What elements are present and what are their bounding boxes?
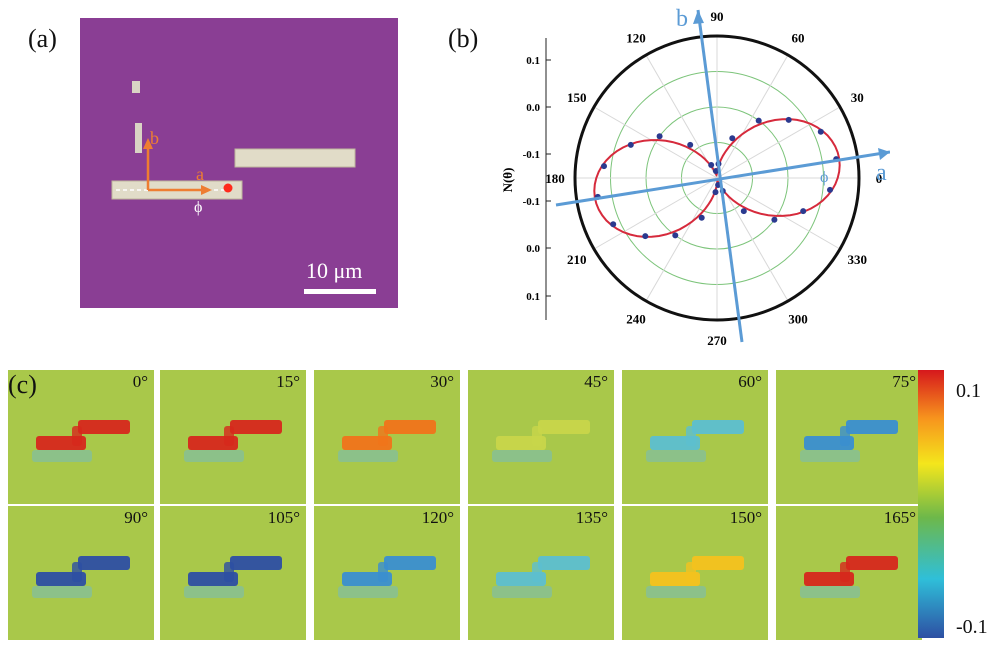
map-angle-label: 90°: [124, 508, 148, 527]
a-axis-line: [555, 150, 890, 207]
data-point: [610, 221, 617, 228]
map-angle-label: 75°: [892, 372, 916, 391]
data-point: [672, 232, 679, 239]
radial-tick-label: 0.1: [526, 55, 540, 67]
data-point: [712, 168, 719, 174]
angle-tick-label: 210: [567, 252, 587, 267]
pl-map-tile: 150°: [622, 506, 768, 640]
optical-micrograph: b a ϕ 10 μm: [80, 18, 398, 308]
pl-map-tile: 15°: [160, 370, 306, 504]
data-point: [656, 133, 663, 140]
angle-tick-label: 270: [707, 333, 727, 345]
data-point: [785, 116, 792, 123]
data-point: [827, 186, 833, 193]
angle-tick-label: 60: [792, 31, 805, 46]
map-angle-label: 30°: [430, 372, 454, 391]
map-angle-label: 105°: [267, 508, 300, 527]
data-point: [708, 162, 715, 168]
panel-c-label: (c): [8, 370, 37, 399]
panel-a-label: (a): [28, 24, 57, 53]
flake-small-2: [135, 123, 142, 153]
pl-map-tile: 60°: [622, 370, 768, 504]
pl-map-tile: 30°: [314, 370, 460, 504]
pl-map-tile: 90°: [8, 506, 154, 640]
map-angle-label: 45°: [584, 372, 608, 391]
polar-grid: [573, 34, 861, 322]
laser-spot: [223, 183, 233, 193]
crystal-upper: [234, 148, 356, 168]
data-point: [712, 189, 719, 196]
data-point: [642, 233, 649, 240]
pl-map-tile: 75°: [776, 370, 922, 504]
b-axis-line: [696, 9, 744, 343]
pl-map-tile: 0°: [8, 370, 154, 504]
pl-map-tile: 165°: [776, 506, 922, 640]
angle-tick-label: 150: [567, 90, 587, 105]
map-angle-label: 135°: [575, 508, 608, 527]
pl-map-tile: 120°: [314, 506, 460, 640]
map-angle-label: 120°: [421, 508, 454, 527]
radial-tick-label: -0.1: [523, 149, 540, 161]
polar-ylabel: N(θ): [500, 168, 515, 193]
polar-plot: 0.1 0.0 -0.1 -0.1 0.0 0.1 N(θ) 0 30 60 90 120 150 1…: [500, 6, 890, 345]
data-point: [687, 141, 694, 148]
micrograph-drawing: b a ϕ 10 μm: [80, 18, 398, 308]
data-point: [729, 135, 736, 142]
angle-tick-label: 30: [851, 90, 864, 105]
data-point: [698, 214, 705, 221]
data-point: [601, 163, 607, 170]
a-axis-label: a: [196, 164, 204, 184]
angle-tick-label: 180: [545, 171, 565, 186]
scalebar: [304, 289, 376, 294]
angle-tick-label: 90: [711, 9, 724, 24]
colorbar: [918, 370, 944, 638]
map-angle-label: 150°: [729, 508, 762, 527]
pl-map-tile: 105°: [160, 506, 306, 640]
angle-ticks: 0 30 60 90 120 150 180 210 240 270 300 330: [545, 9, 882, 345]
colorbar-min-label: -0.1: [956, 616, 988, 638]
phi-label: ϕ: [194, 199, 202, 216]
radial-tick-label: 0.0: [526, 243, 540, 255]
scalebar-label: 10 μm: [306, 258, 362, 283]
radial-ticks: 0.1 0.0 -0.1 -0.1 0.0 0.1: [523, 55, 551, 303]
angle-tick-label: 300: [788, 311, 808, 326]
map-angle-label: 15°: [276, 372, 300, 391]
pl-map-tile: 45°: [468, 370, 614, 504]
data-point: [817, 128, 824, 135]
data-point: [800, 208, 807, 215]
map-angle-label: 60°: [738, 372, 762, 391]
angle-tick-label: 120: [626, 31, 646, 46]
map-angle-label: 165°: [883, 508, 916, 527]
radial-tick-label: 0.1: [526, 291, 540, 303]
data-point: [755, 117, 762, 124]
angle-tick-label: 240: [626, 311, 646, 326]
radial-tick-label: 0.0: [526, 102, 540, 114]
data-point: [627, 141, 634, 148]
polar-b-label: b: [676, 6, 688, 32]
flake-small-1: [132, 81, 140, 93]
angle-tick-label: 0: [876, 171, 883, 186]
b-axis-label: b: [150, 128, 159, 148]
data-point: [771, 216, 778, 223]
angle-tick-label: 330: [848, 252, 868, 267]
data-point: [740, 208, 747, 215]
colorbar-max-label: 0.1: [956, 380, 981, 402]
map-angle-label: 0°: [132, 372, 148, 391]
pl-map-tile: 135°: [468, 506, 614, 640]
radial-tick-label: -0.1: [523, 196, 540, 208]
panel-b-label: (b): [448, 24, 479, 53]
polar-phi-label: ϕ: [820, 169, 828, 186]
polar-a-label: a: [876, 160, 887, 186]
